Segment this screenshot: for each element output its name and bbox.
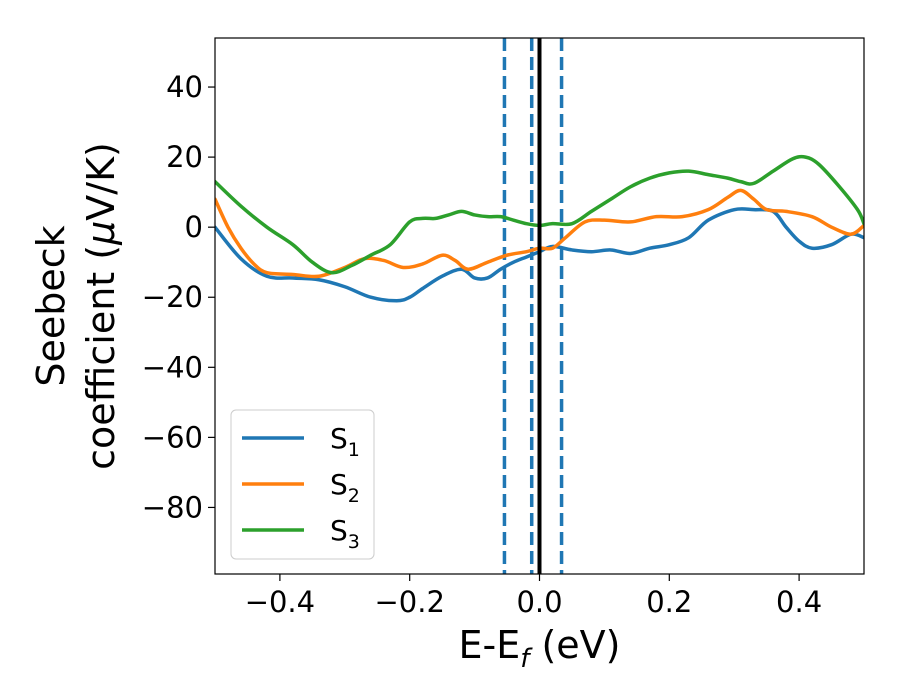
legend-entries: S1 S2 S3 [242,422,360,553]
y-axis-label-line2-post: V/K) [79,142,123,221]
x-axis-label: E-Ef (eV) [459,623,621,674]
x-tick-label: −0.4 [245,585,315,619]
y-tick-label: 20 [166,140,203,174]
y-axis-label: Seebeck coefficient (μV/K) [29,142,123,470]
x-tick-label: 0.0 [516,585,562,619]
legend-label-s3: S3 [330,514,360,553]
series-line-s2 [215,188,864,279]
y-axis-ticks: −80 −60 −40 −20 0 20 40 [142,70,215,524]
x-tick-label: 0.2 [646,585,692,619]
y-axis-label-mu: μ [79,221,123,246]
y-axis-label-line1: Seebeck [29,225,73,386]
y-axis-label-line2: coefficient (μV/K) [79,142,123,470]
y-tick-label: −20 [142,280,203,314]
legend-label-s1: S1 [330,422,360,461]
y-axis-label-line2-pre: coefficient ( [79,245,123,470]
x-axis-label-main: E-E [459,623,521,667]
x-tick-label: −0.2 [374,585,444,619]
y-tick-label: −80 [142,490,203,524]
series-layer [215,38,864,574]
legend-label-s2: S2 [330,468,360,507]
x-axis-ticks: −0.4 −0.2 0.0 0.2 0.4 [245,574,822,619]
y-tick-label: 0 [185,210,203,244]
x-tick-label: 0.4 [776,585,822,619]
x-axis-label-unit: (eV) [529,623,620,667]
y-tick-label: −40 [142,350,203,384]
y-tick-label: 40 [166,70,203,104]
legend: S1 S2 S3 [230,409,375,560]
y-tick-label: −60 [142,420,203,454]
